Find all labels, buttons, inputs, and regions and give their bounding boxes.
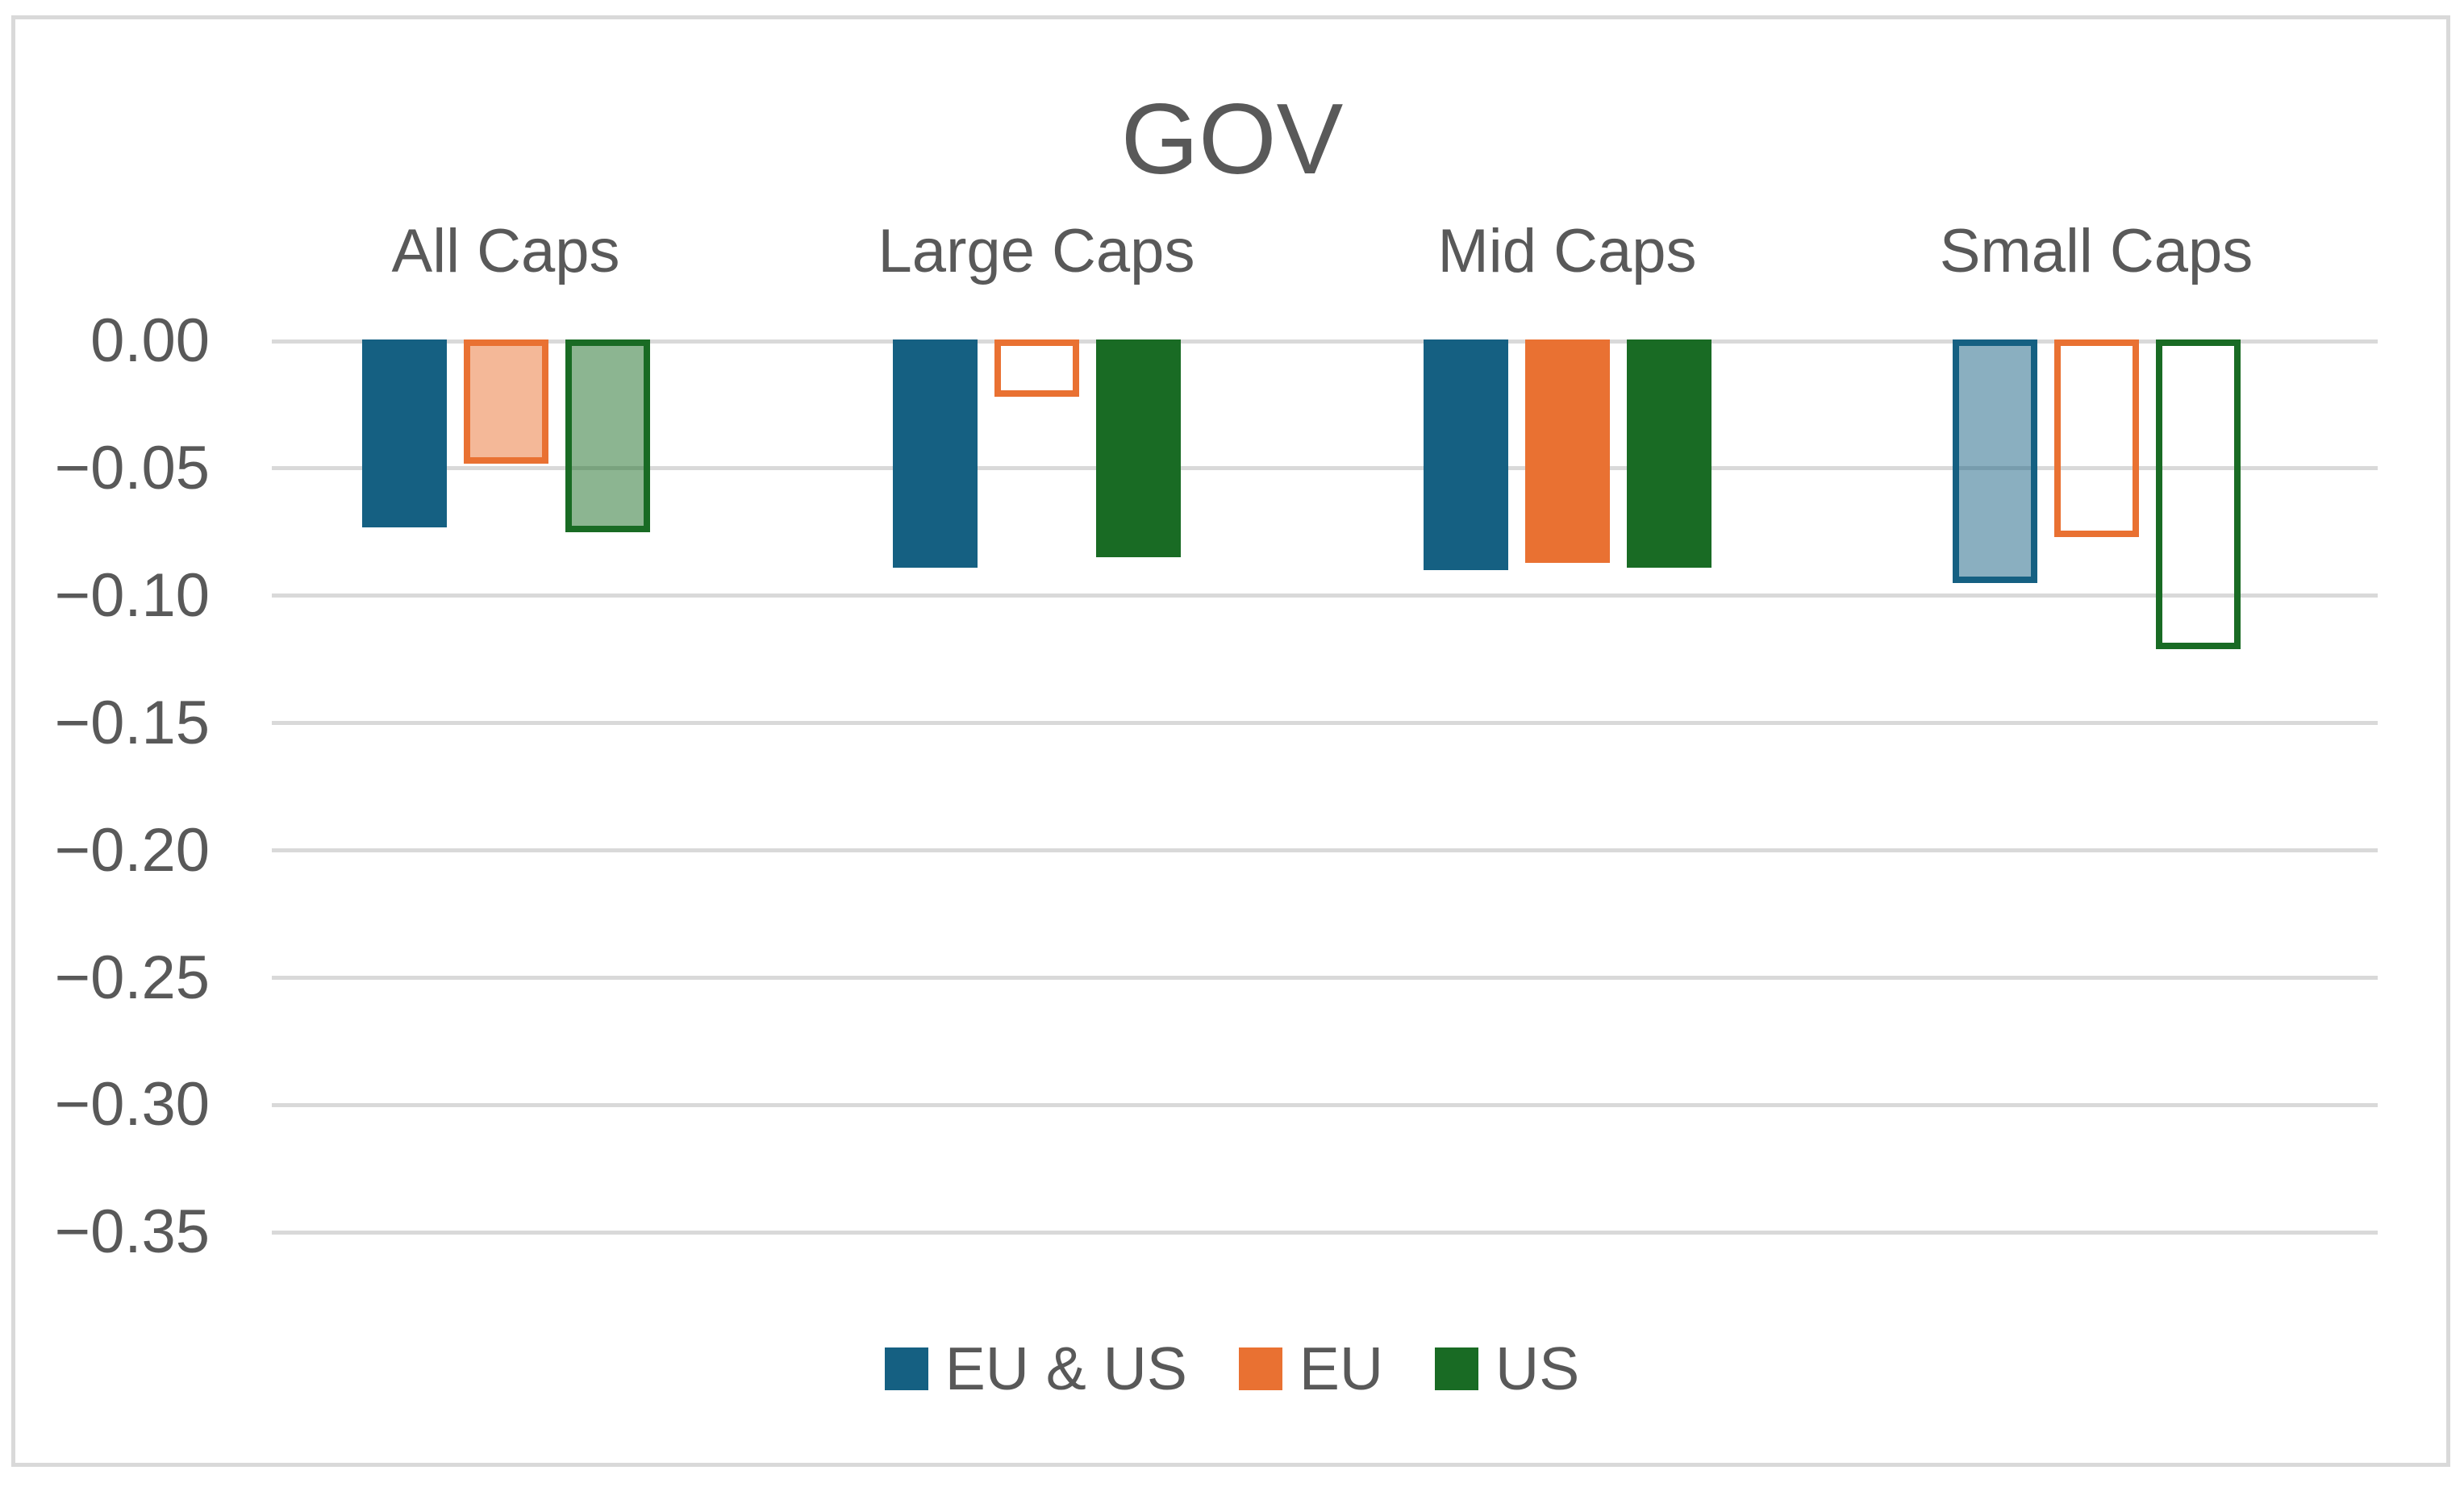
gridline xyxy=(272,466,2378,471)
bar xyxy=(1626,339,1711,569)
bar xyxy=(892,339,978,569)
gridline xyxy=(272,1102,2378,1107)
category-label: All Caps xyxy=(391,217,620,285)
legend-swatch xyxy=(884,1347,928,1390)
y-tick-label: −0.10 xyxy=(54,560,210,630)
y-tick-label: −0.30 xyxy=(54,1070,210,1139)
legend-label: US xyxy=(1495,1335,1580,1402)
bar xyxy=(1952,339,2037,583)
y-tick-label: −0.20 xyxy=(54,815,210,885)
legend-item: US xyxy=(1435,1339,1579,1399)
bar xyxy=(565,339,650,532)
bar xyxy=(1423,339,1508,571)
y-tick-label: 0.00 xyxy=(90,306,210,375)
bar xyxy=(1095,339,1181,558)
category-label: Small Caps xyxy=(1939,217,2253,285)
y-tick-label: −0.15 xyxy=(54,688,210,757)
category-label: Large Caps xyxy=(878,217,1195,285)
bar xyxy=(361,339,447,527)
legend-item: EU & US xyxy=(884,1335,1187,1402)
legend-label: EU xyxy=(1299,1335,1384,1402)
bar xyxy=(1524,339,1610,563)
chart-title: GOV xyxy=(1120,84,1344,195)
gridline xyxy=(272,339,2378,344)
gridline xyxy=(272,721,2378,726)
legend-swatch xyxy=(1435,1347,1479,1390)
bar xyxy=(463,339,548,464)
legend-label: EU & US xyxy=(944,1335,1187,1402)
legend: EU & US EU US xyxy=(0,1339,2464,1399)
chart-border xyxy=(11,15,2450,1467)
bar xyxy=(2155,339,2241,650)
y-tick-label: −0.05 xyxy=(54,433,210,502)
y-tick-label: −0.25 xyxy=(54,943,210,1012)
legend-item: EU xyxy=(1238,1335,1384,1402)
bar xyxy=(994,339,1079,398)
bar xyxy=(2053,339,2139,538)
gridline xyxy=(272,976,2378,980)
gridline xyxy=(272,848,2378,853)
y-tick-label: −0.35 xyxy=(54,1198,210,1267)
legend-swatch xyxy=(1238,1347,1282,1390)
gridline xyxy=(272,594,2378,598)
gridline xyxy=(272,1230,2378,1235)
category-label: Mid Caps xyxy=(1437,217,1697,285)
